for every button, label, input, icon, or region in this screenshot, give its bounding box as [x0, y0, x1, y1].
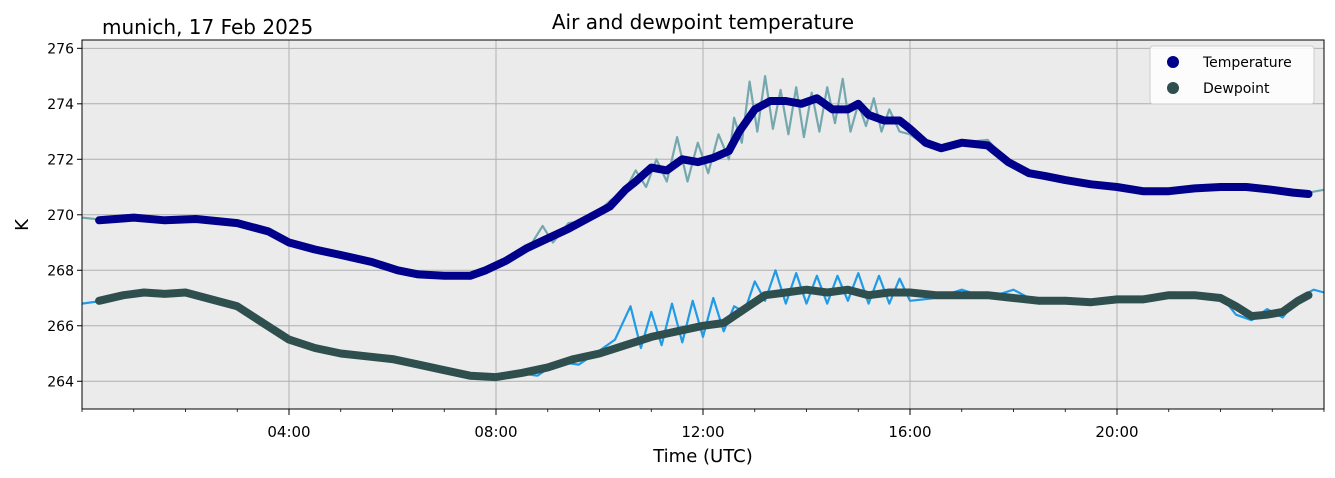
legend-box — [1149, 45, 1315, 105]
series-temperature — [95, 94, 1313, 280]
legend-label-dewpoint: Dewpoint — [1203, 81, 1270, 97]
y-tick-label: 274 — [47, 97, 74, 113]
y-tick-label: 272 — [47, 152, 74, 168]
x-tick-label: 08:00 — [474, 423, 517, 441]
y-tick-label: 264 — [47, 374, 74, 390]
series-dewpoint — [95, 285, 1313, 382]
legend-marker-dewpoint — [1167, 82, 1179, 94]
x-tick-label: 12:00 — [681, 423, 724, 441]
chart-subtitle: munich, 17 Feb 2025 — [102, 15, 313, 39]
y-tick-label: 266 — [47, 319, 74, 335]
y-axis-label: K — [12, 218, 33, 231]
series-layer — [81, 75, 1325, 382]
x-tick-label: 16:00 — [888, 423, 931, 441]
x-axis-label: Time (UTC) — [652, 446, 753, 467]
y-axis: 264 266 268 270 272 274 276 — [47, 41, 82, 390]
x-axis: 04:00 08:00 12:00 16:00 20:00 — [81, 409, 1325, 441]
x-tick-label: 20:00 — [1095, 423, 1138, 441]
chart-title: Air and dewpoint temperature — [552, 10, 854, 34]
legend-label-temperature: Temperature — [1202, 55, 1292, 71]
legend-marker-temperature — [1167, 56, 1179, 68]
x-tick-label: 04:00 — [267, 423, 310, 441]
y-tick-label: 268 — [47, 263, 74, 279]
y-tick-label: 276 — [47, 41, 74, 57]
legend: Temperature Dewpoint — [1149, 45, 1315, 105]
y-tick-label: 270 — [47, 208, 74, 224]
